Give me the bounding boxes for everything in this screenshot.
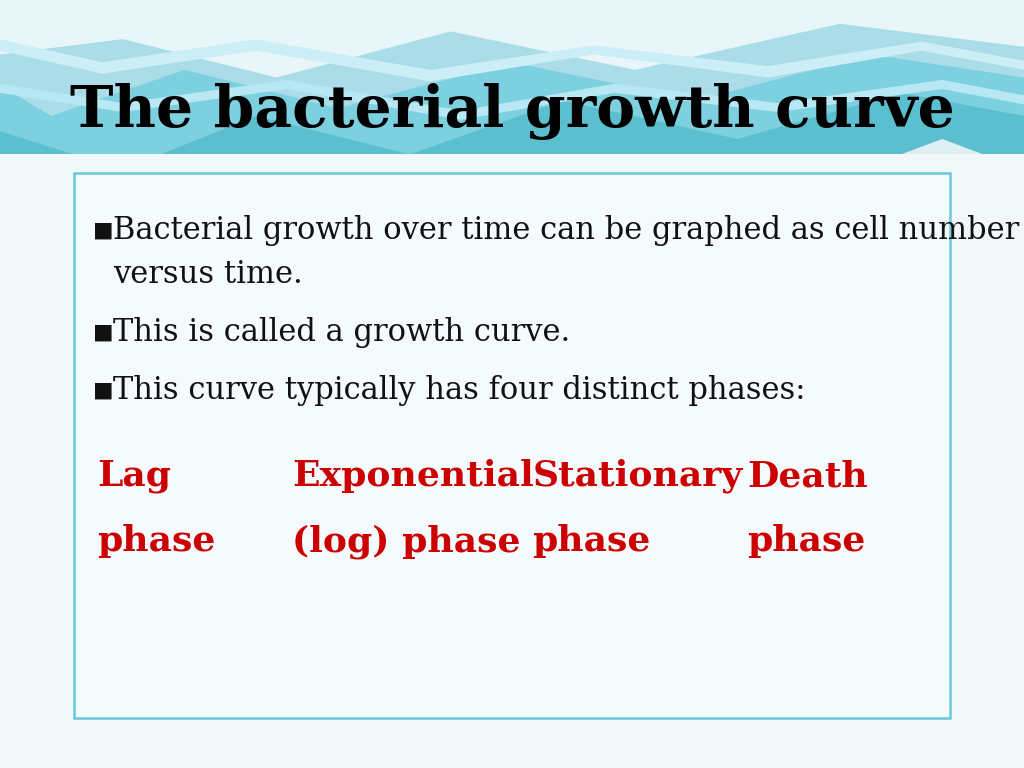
Polygon shape — [0, 0, 1024, 169]
Text: phase: phase — [97, 525, 216, 558]
Text: Bacterial growth over time can be graphed as cell number: Bacterial growth over time can be graphe… — [113, 215, 1019, 246]
Text: The bacterial growth curve: The bacterial growth curve — [70, 83, 954, 140]
Text: Death: Death — [748, 459, 868, 493]
Text: Exponential: Exponential — [292, 459, 534, 493]
Polygon shape — [0, 81, 1024, 119]
Text: versus time.: versus time. — [113, 260, 302, 290]
Text: ▪: ▪ — [92, 214, 115, 247]
Text: This curve typically has four distinct phases:: This curve typically has four distinct p… — [113, 375, 805, 406]
FancyBboxPatch shape — [74, 173, 950, 718]
Polygon shape — [0, 0, 1024, 115]
Text: This is called a growth curve.: This is called a growth curve. — [113, 317, 570, 348]
Polygon shape — [0, 0, 1024, 77]
FancyBboxPatch shape — [0, 154, 1024, 768]
Text: Lag: Lag — [97, 459, 171, 493]
Text: phase: phase — [748, 525, 866, 558]
Text: (log) phase: (log) phase — [292, 524, 520, 559]
Text: ▪: ▪ — [92, 316, 115, 349]
Polygon shape — [0, 0, 1024, 230]
Text: ▪: ▪ — [92, 374, 115, 406]
Text: Stationary: Stationary — [532, 459, 742, 493]
Text: phase: phase — [532, 525, 651, 558]
Polygon shape — [0, 40, 1024, 81]
